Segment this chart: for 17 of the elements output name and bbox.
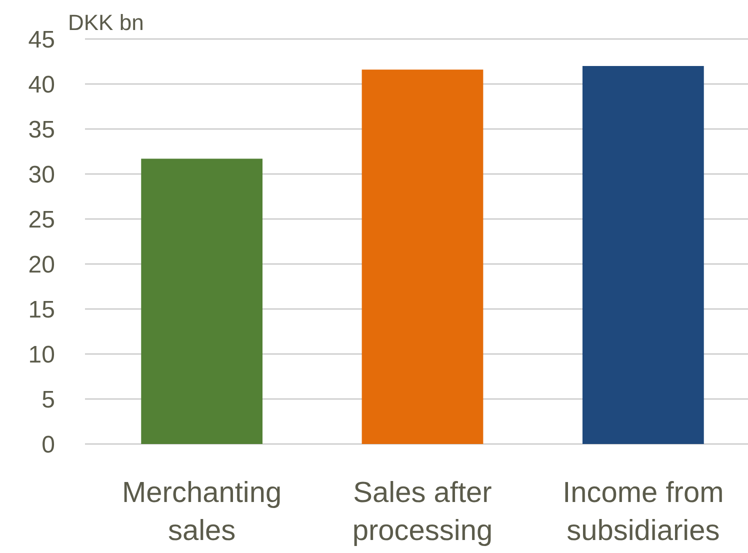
y-tick-label: 5 [42, 386, 55, 414]
y-tick-label: 30 [28, 161, 55, 188]
x-tick-label: Sales after processing [352, 477, 493, 547]
y-tick-label: 15 [28, 296, 55, 324]
y-tick-label: 20 [28, 251, 55, 278]
x-tick-label: Income from subsidiaries [562, 477, 724, 547]
bar [141, 158, 263, 444]
y-axis-title: DKK bn [68, 10, 144, 35]
y-tick-label: 35 [28, 116, 55, 144]
y-tick-label: 0 [42, 431, 55, 458]
bar [582, 66, 704, 444]
bar [362, 70, 484, 444]
y-tick-label: 45 [28, 26, 55, 54]
x-tick-label: Merchanting sales [122, 477, 282, 547]
y-tick-label: 10 [28, 341, 55, 368]
y-tick-label: 40 [28, 71, 55, 98]
y-tick-label: 25 [28, 206, 55, 234]
